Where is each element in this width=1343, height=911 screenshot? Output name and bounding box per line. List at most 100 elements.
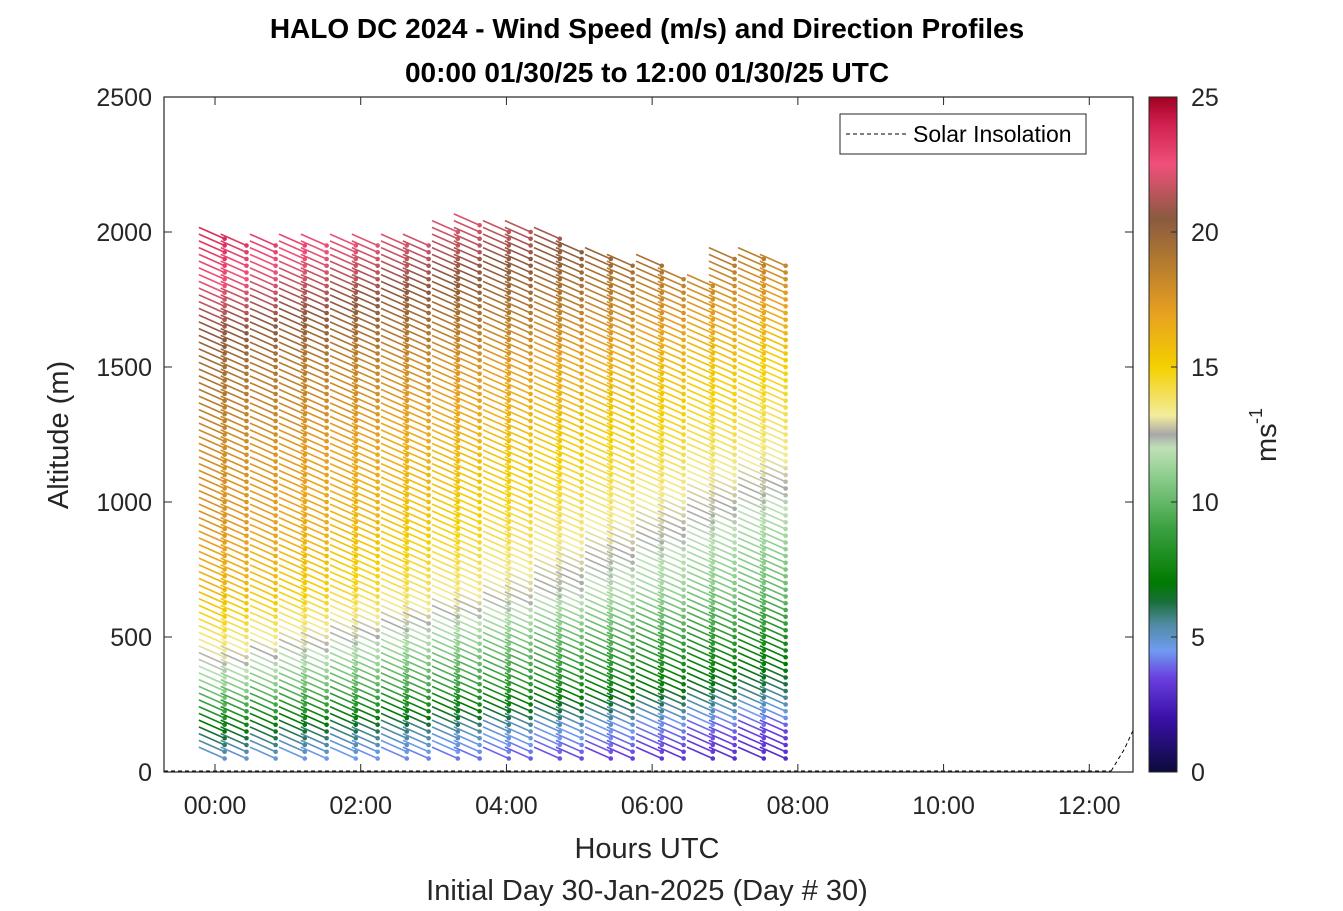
wind-barb [278, 246, 306, 260]
wind-barb-point [404, 418, 410, 424]
wind-barb [584, 604, 612, 618]
wind-barb-point [353, 533, 359, 539]
wind-barb-point [528, 357, 533, 363]
wind-barb [402, 570, 429, 584]
wind-barb [431, 415, 459, 429]
wind-barb [584, 678, 612, 692]
wind-barb-point [557, 573, 563, 579]
wind-barb-point [710, 708, 716, 714]
wind-barb-point [681, 756, 686, 761]
wind-barb [708, 631, 735, 645]
wind-barb-point [404, 668, 410, 674]
wind-barb-point [244, 681, 249, 687]
wind-barb-point [761, 276, 767, 282]
wind-barb [198, 685, 225, 699]
wind-barb [737, 564, 765, 577]
wind-barb [453, 375, 480, 388]
wind-barb-point [222, 290, 227, 296]
wind-barb [402, 591, 429, 604]
wind-barb [402, 395, 429, 409]
wind-barb-point [659, 553, 665, 559]
wind-barb [555, 246, 582, 260]
wind-barb [198, 435, 225, 449]
wind-barb-point [732, 580, 737, 586]
wind-barb-point [302, 452, 308, 458]
wind-barb [453, 415, 480, 429]
wind-barb-point [506, 519, 512, 525]
wind-barb-point [455, 614, 461, 620]
wind-barb [686, 658, 714, 672]
wind-barb [482, 260, 510, 274]
wind-barb-point [783, 297, 788, 302]
wind-barb [606, 699, 633, 712]
wind-barb-point [273, 675, 278, 680]
wind-barb-point [681, 560, 686, 566]
wind-barb-point [244, 452, 249, 458]
wind-barb-point [630, 526, 635, 532]
wind-barb [453, 246, 480, 260]
wind-barb [249, 375, 276, 388]
wind-barb [278, 537, 306, 550]
wind-barb-point [477, 391, 482, 397]
wind-barb-point [375, 675, 380, 680]
wind-barb-point [630, 648, 635, 653]
wind-barb-point [528, 506, 533, 512]
wind-barb [402, 246, 429, 260]
wind-barb-point [630, 729, 635, 734]
wind-barb-point [659, 607, 665, 613]
wind-barb-point [710, 465, 716, 471]
wind-barb [686, 705, 714, 719]
solar-insolation-layer [164, 730, 1133, 772]
wind-barb-point [557, 654, 563, 660]
wind-barb-point [506, 243, 512, 248]
wind-barb [351, 375, 378, 388]
wind-barb [606, 408, 633, 422]
wind-barb [708, 469, 735, 483]
wind-barb [249, 246, 276, 260]
wind-barb [686, 449, 714, 463]
wind-barb-point [557, 735, 563, 741]
wind-barb [657, 577, 684, 591]
wind-barb-point [761, 634, 767, 640]
wind-barb [555, 435, 582, 449]
wind-barb [737, 624, 765, 638]
wind-barb [278, 719, 306, 733]
wind-barb-point [528, 749, 533, 755]
wind-barb-point [579, 661, 584, 667]
wind-barb-point [404, 459, 410, 464]
wind-barb-point [506, 425, 512, 431]
wind-barb [482, 388, 510, 402]
wind-barb [584, 570, 612, 584]
wind-barb-point [222, 357, 227, 363]
wind-barb-point [630, 499, 635, 505]
wind-barb-point [732, 540, 737, 545]
wind-barb [584, 334, 612, 348]
wind-barb [249, 746, 276, 760]
wind-barb [737, 469, 765, 483]
wind-barb [504, 469, 531, 483]
wind-barb-point [681, 675, 686, 680]
wind-barb [657, 624, 684, 638]
wind-barb [584, 435, 612, 449]
wind-barb [708, 496, 735, 510]
wind-barb-point [244, 533, 249, 539]
wind-barb [482, 381, 510, 395]
wind-barb [300, 705, 327, 719]
wind-barb [329, 361, 357, 375]
wind-barb [453, 456, 480, 469]
wind-barb-point [579, 297, 584, 302]
wind-barb-point [528, 256, 533, 262]
wind-barb-point [353, 472, 359, 478]
wind-barb [759, 503, 786, 517]
wind-barb [278, 631, 306, 645]
wind-barb [606, 348, 633, 361]
wind-barb [482, 267, 510, 280]
wind-barb [504, 348, 531, 361]
wind-barb-point [477, 425, 482, 431]
wind-barb-point [244, 513, 249, 518]
wind-barb [380, 510, 408, 523]
wind-barb [278, 611, 306, 625]
wind-barb [584, 388, 612, 402]
wind-barb [278, 678, 306, 692]
wind-barb [759, 489, 786, 503]
